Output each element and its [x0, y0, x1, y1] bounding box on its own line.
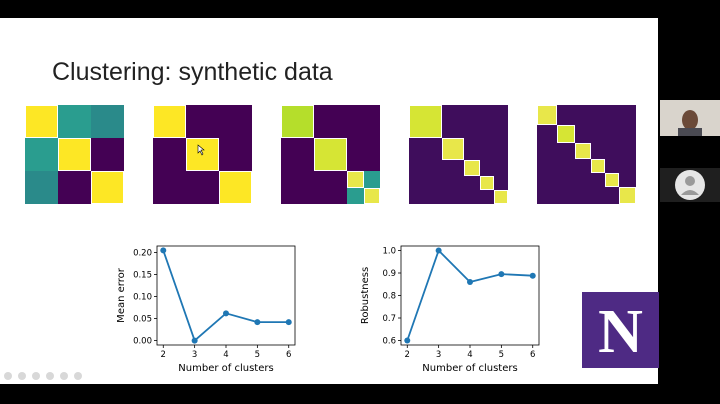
presentation-toolbar [4, 372, 82, 382]
cluster-matrix-1 [25, 105, 124, 204]
zoom-icon[interactable] [60, 372, 68, 380]
x-tick-label: 4 [223, 350, 228, 360]
y-axis-label: Robustness [360, 267, 371, 324]
data-point [404, 337, 411, 344]
robustness-chart: 2 3 4 5 6 0.6 0.7 0.8 0.9 1.0 Number of clusters Ro… [356, 223, 546, 373]
y-tick-label: 0.6 [382, 337, 396, 347]
slide: Clustering: synthetic data [0, 18, 658, 384]
data-point [254, 319, 261, 326]
x-tick-label: 3 [192, 350, 197, 360]
data-point [223, 310, 229, 317]
x-tick-label: 5 [499, 350, 504, 360]
mean-error-chart-svg: 2 3 4 5 6 0.00 0.05 0.10 0.15 0.20 Number of clust… [116, 245, 296, 373]
data-point [160, 247, 167, 254]
x-tick-label: 2 [161, 350, 166, 360]
y-tick-label: 0.20 [133, 249, 152, 259]
slide-title: Clustering: synthetic data [52, 58, 333, 86]
cluster-matrix-5 [537, 105, 636, 204]
data-point [191, 337, 198, 344]
y-tick-label: 0.7 [382, 314, 396, 324]
plot-frame [156, 245, 296, 346]
y-axis-label: Mean error [116, 267, 127, 323]
y-tick-label: 0.00 [133, 337, 152, 347]
next-slide-icon[interactable] [18, 372, 26, 380]
x-tick-label: 2 [405, 350, 410, 360]
data-point [529, 272, 536, 279]
logo-letter: N [598, 298, 643, 366]
cluster-matrix-3 [281, 105, 380, 204]
x-tick-label: 5 [255, 350, 260, 360]
robustness-chart-svg: 2 3 4 5 6 0.6 0.7 0.8 0.9 1.0 Number of clusters Ro… [360, 245, 540, 373]
y-tick-label: 0.9 [382, 269, 396, 279]
x-tick-label: 6 [286, 350, 291, 360]
x-tick-label: 6 [530, 350, 535, 360]
mean-error-chart: 2 3 4 5 6 0.00 0.05 0.10 0.15 0.20 Number of clust… [112, 223, 302, 373]
y-tick-label: 1.0 [382, 247, 396, 257]
x-axis-label: Number of clusters [178, 363, 273, 373]
northwestern-logo: N [582, 292, 659, 368]
participant-video-tile[interactable] [660, 100, 720, 136]
participant-avatar-tile[interactable] [660, 168, 720, 202]
x-tick-label: 3 [436, 350, 441, 360]
cluster-matrix-2 [153, 105, 252, 204]
data-point [467, 279, 473, 285]
y-tick-label: 0.10 [133, 293, 152, 303]
plot-frame [400, 245, 540, 346]
cluster-matrix-4 [409, 105, 508, 204]
slides-icon[interactable] [46, 372, 54, 380]
prev-slide-icon[interactable] [4, 372, 12, 380]
y-tick-label: 0.05 [133, 315, 152, 325]
data-point [435, 247, 442, 254]
x-tick-label: 4 [467, 350, 472, 360]
user-avatar-icon [685, 176, 695, 186]
x-axis-label: Number of clusters [422, 363, 517, 373]
data-point [498, 271, 505, 278]
mouse-cursor-icon [197, 144, 205, 156]
data-point [285, 319, 292, 326]
more-options-icon[interactable] [74, 372, 82, 380]
pen-icon[interactable] [32, 372, 40, 380]
y-tick-label: 0.8 [382, 292, 396, 302]
y-tick-label: 0.15 [133, 271, 152, 281]
